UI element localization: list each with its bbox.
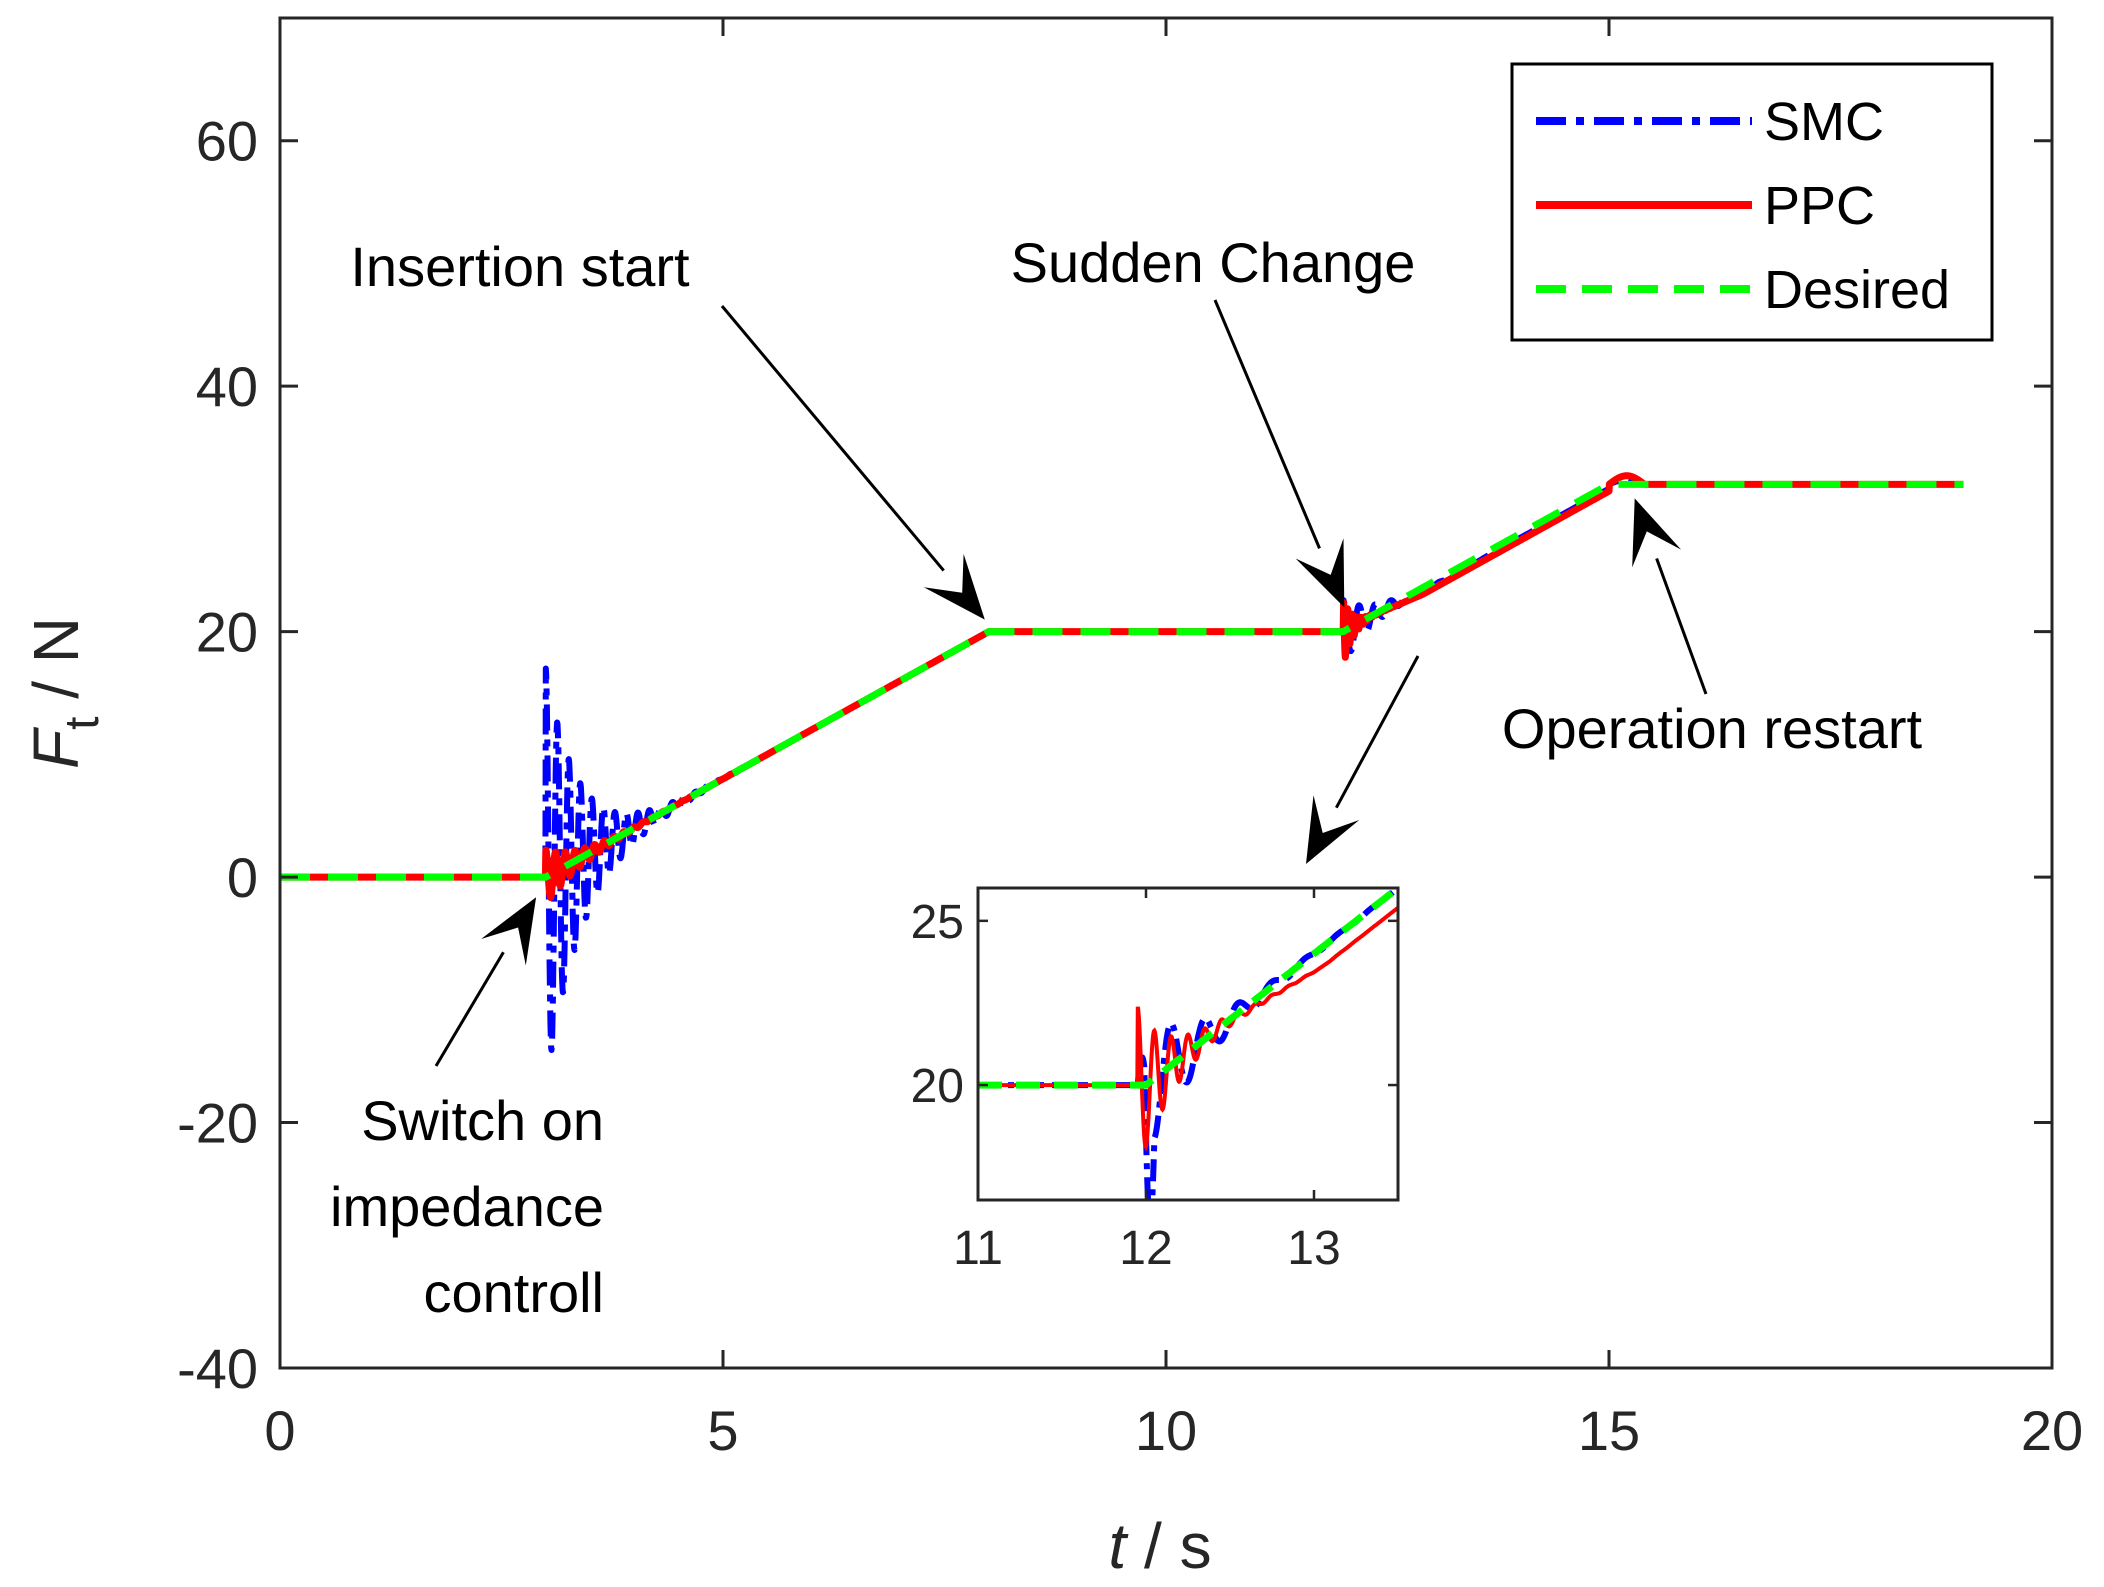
y-axis-label-sub: t — [56, 717, 109, 730]
inset-frame — [976, 886, 1400, 1202]
x-tick-label: 10 — [1135, 1399, 1197, 1462]
y-tick-label: 60 — [196, 110, 258, 173]
plot-frame — [278, 16, 2054, 1370]
x-tick-label: 20 — [2021, 1399, 2083, 1462]
y-tick-label: 0 — [227, 846, 258, 909]
annotation-sudden-change-line: Sudden Change — [1011, 231, 1416, 294]
x-tick-label: 15 — [1578, 1399, 1640, 1462]
inset-series-line-desired — [978, 888, 1398, 1089]
x-axis-label-var: t — [1108, 1510, 1128, 1582]
inset-x-tick-label: 13 — [1287, 1222, 1340, 1275]
x-axis-label-unit: / s — [1126, 1510, 1211, 1582]
series-line-desired — [280, 480, 1964, 881]
legend-label-smc: SMC — [1764, 92, 1884, 152]
y-axis-label-var: F — [20, 726, 92, 769]
annotation-insertion-start: Insertion start — [350, 235, 690, 298]
y-tick-label: -20 — [177, 1092, 258, 1155]
inset-series-line-ppc — [978, 906, 1398, 1152]
y-tick-label: 40 — [196, 355, 258, 418]
x-tick-label: 5 — [707, 1399, 738, 1462]
y-tick-label: -40 — [177, 1337, 258, 1400]
annotation-operation-restart: Operation restart — [1502, 697, 1923, 760]
annotation-switch-on-line: impedance — [330, 1175, 604, 1238]
inset-x-tick-label: 12 — [1119, 1222, 1172, 1275]
annotation-switch-on-line: controll — [423, 1261, 604, 1324]
legend-label-ppc: PPC — [1764, 176, 1875, 236]
annotation-sudden-change: Sudden Change — [1011, 231, 1416, 294]
arrow-zoom-to-inset — [1306, 655, 1420, 864]
inset-y-tick-label: 25 — [911, 896, 964, 949]
inset-x-tick-label: 11 — [953, 1222, 1003, 1275]
y-axis-label: Ft / N — [20, 617, 109, 769]
inset-series-line-smc — [978, 888, 1398, 1200]
legend: SMC PPC Desired — [1510, 62, 1994, 342]
x-axis-label: t / s — [1108, 1510, 1211, 1582]
annotation-insertion-start-line: Insertion start — [350, 235, 690, 298]
arrow-operation-restart — [1632, 498, 1708, 695]
y-tick-label: 20 — [196, 601, 258, 664]
legend-label-desired: Desired — [1764, 260, 1950, 320]
inset-chart: 11 12 13 20 25 — [911, 886, 1400, 1275]
annotation-switch-on-line: Switch on — [361, 1089, 604, 1152]
arrow-insertion-start — [720, 305, 985, 620]
arrow-switch-on — [434, 897, 537, 1067]
annotation-operation-restart-line: Operation restart — [1502, 697, 1923, 760]
y-axis-label-unit: / N — [20, 617, 92, 717]
inset-y-tick-label: 20 — [911, 1060, 964, 1113]
annotation-switch-on: Switch on impedance controll — [330, 1089, 604, 1324]
x-tick-label: 0 — [264, 1399, 295, 1462]
arrow-sudden-change — [1213, 299, 1345, 608]
